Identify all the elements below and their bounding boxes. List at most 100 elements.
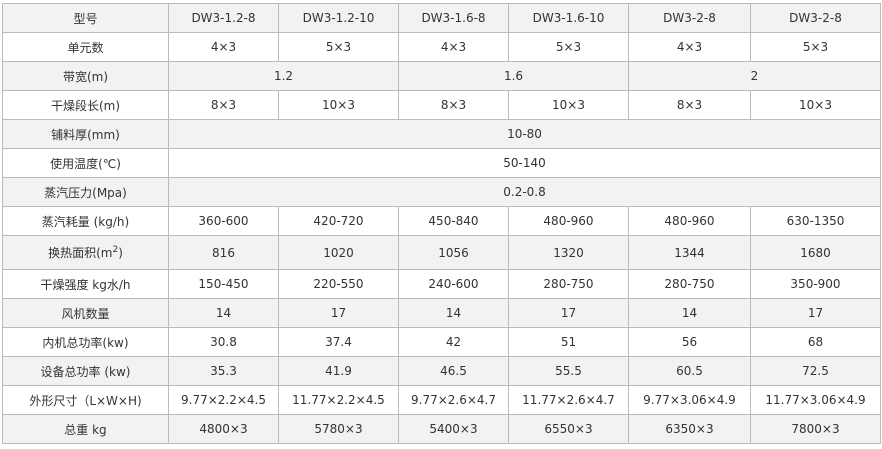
row-label: 单元数 (2, 32, 169, 62)
cell: 11.77×2.6×4.7 (508, 385, 629, 415)
cell: 7800×3 (750, 414, 881, 444)
cell: 5×3 (750, 32, 881, 62)
cell: 56 (628, 327, 751, 357)
cell: 17 (508, 298, 629, 328)
cell: 1344 (628, 235, 751, 270)
cell: 240-600 (398, 269, 509, 299)
table-row: 干燥段长(m) 8×3 10×3 8×3 10×3 8×3 10×3 (2, 90, 881, 120)
cell: 10×3 (750, 90, 881, 120)
cell: 9.77×2.2×4.5 (168, 385, 279, 415)
cell: 5400×3 (398, 414, 509, 444)
cell: 4×3 (628, 32, 751, 62)
spec-table: 型号 DW3-1.2-8 DW3-1.2-10 DW3-1.6-8 DW3-1.6-10… (2, 3, 881, 444)
cell: 4×3 (168, 32, 279, 62)
cell: 14 (628, 298, 751, 328)
cell: 4800×3 (168, 414, 279, 444)
cell: 8×3 (398, 90, 509, 120)
cell: 14 (168, 298, 279, 328)
cell: 14 (398, 298, 509, 328)
cell: 450-840 (398, 206, 509, 236)
cell: 1.2 (168, 61, 399, 91)
cell: 5780×3 (278, 414, 399, 444)
cell: 1056 (398, 235, 509, 270)
label-text: ) (118, 246, 123, 260)
table-row: 单元数 4×3 5×3 4×3 5×3 4×3 5×3 (2, 32, 881, 62)
cell: 6350×3 (628, 414, 751, 444)
cell: 8×3 (168, 90, 279, 120)
cell: 1.6 (398, 61, 629, 91)
header-cell: DW3-1.2-10 (278, 3, 399, 33)
row-label: 内机总功率(kw) (2, 327, 169, 357)
header-cell: DW3-2-8 (750, 3, 881, 33)
row-label: 带宽(m) (2, 61, 169, 91)
cell: 10×3 (278, 90, 399, 120)
cell: 17 (278, 298, 399, 328)
header-cell: 型号 (2, 3, 169, 33)
cell: 68 (750, 327, 881, 357)
table-row: 蒸汽耗量 (kg/h) 360-600 420-720 450-840 480-960 4… (2, 206, 881, 236)
row-label: 外形尺寸（L×W×H) (2, 385, 169, 415)
row-label: 干燥强度 kg水/h (2, 269, 169, 299)
cell: 10×3 (508, 90, 629, 120)
cell: 42 (398, 327, 509, 357)
cell: 816 (168, 235, 279, 270)
cell: 150-450 (168, 269, 279, 299)
table-row: 铺料厚(mm) 10-80 (2, 119, 881, 149)
cell: 350-900 (750, 269, 881, 299)
cell: 1020 (278, 235, 399, 270)
cell: 9.77×3.06×4.9 (628, 385, 751, 415)
table-row: 蒸汽压力(Mpa) 0.2-0.8 (2, 177, 881, 207)
row-label: 铺料厚(mm) (2, 119, 169, 149)
row-label: 设备总功率 (kw) (2, 356, 169, 386)
table-row: 内机总功率(kw) 30.8 37.4 42 51 56 68 (2, 327, 881, 357)
cell: 72.5 (750, 356, 881, 386)
cell: 51 (508, 327, 629, 357)
cell: 11.77×2.2×4.5 (278, 385, 399, 415)
cell: 360-600 (168, 206, 279, 236)
label-sup: 2 (112, 245, 119, 255)
cell: 1680 (750, 235, 881, 270)
cell: 9.77×2.6×4.7 (398, 385, 509, 415)
row-label: 换热面积(m2) (2, 235, 169, 270)
cell: 60.5 (628, 356, 751, 386)
table-row: 设备总功率 (kw) 35.3 41.9 46.5 55.5 60.5 72.5 (2, 356, 881, 386)
cell: 46.5 (398, 356, 509, 386)
cell: 5×3 (508, 32, 629, 62)
row-label: 风机数量 (2, 298, 169, 328)
header-cell: DW3-2-8 (628, 3, 751, 33)
cell: 1320 (508, 235, 629, 270)
cell: 0.2-0.8 (168, 177, 881, 207)
cell: 2 (628, 61, 881, 91)
table-row: 外形尺寸（L×W×H) 9.77×2.2×4.5 11.77×2.2×4.5 9.77… (2, 385, 881, 415)
cell: 280-750 (508, 269, 629, 299)
table-row: 带宽(m) 1.2 1.6 2 (2, 61, 881, 91)
header-cell: DW3-1.2-8 (168, 3, 279, 33)
row-label: 干燥段长(m) (2, 90, 169, 120)
cell: 220-550 (278, 269, 399, 299)
cell: 420-720 (278, 206, 399, 236)
cell: 37.4 (278, 327, 399, 357)
table-row: 换热面积(m2) 816 1020 1056 1320 1344 1680 (2, 235, 881, 270)
cell: 41.9 (278, 356, 399, 386)
table-row: 干燥强度 kg水/h 150-450 220-550 240-600 280-750 28… (2, 269, 881, 299)
cell: 5×3 (278, 32, 399, 62)
cell: 11.77×3.06×4.9 (750, 385, 881, 415)
row-label: 使用温度(℃) (2, 148, 169, 178)
row-label: 总重 kg (2, 414, 169, 444)
cell: 280-750 (628, 269, 751, 299)
cell: 10-80 (168, 119, 881, 149)
cell: 8×3 (628, 90, 751, 120)
cell: 50-140 (168, 148, 881, 178)
table-row: 使用温度(℃) 50-140 (2, 148, 881, 178)
cell: 30.8 (168, 327, 279, 357)
cell: 480-960 (508, 206, 629, 236)
cell: 630-1350 (750, 206, 881, 236)
cell: 480-960 (628, 206, 751, 236)
header-cell: DW3-1.6-8 (398, 3, 509, 33)
table-row: 总重 kg 4800×3 5780×3 5400×3 6550×3 6350×3 7800×… (2, 414, 881, 444)
row-label: 蒸汽耗量 (kg/h) (2, 206, 169, 236)
cell: 6550×3 (508, 414, 629, 444)
row-label: 蒸汽压力(Mpa) (2, 177, 169, 207)
cell: 4×3 (398, 32, 509, 62)
